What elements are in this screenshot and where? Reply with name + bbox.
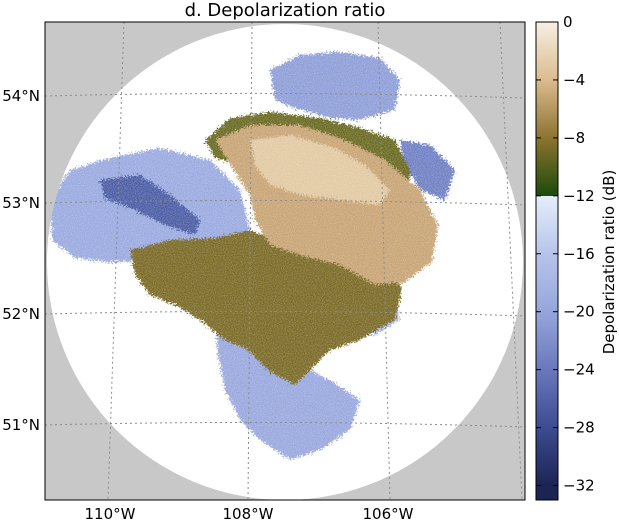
lon-label-110: 110°W <box>85 505 136 523</box>
colorbar-tick-label: −20 <box>563 303 595 321</box>
colorbar-tick-label: −12 <box>563 187 595 205</box>
echo-speckle-texture <box>47 24 523 500</box>
colorbar-title: Depolarization ratio (dB) <box>600 170 618 355</box>
colorbar: 0 −4 −8 −12 −16 −20 −24 −28 −32 Depolarization r… <box>535 13 618 501</box>
colorbar-ticks: 0 −4 −8 −12 −16 −20 −24 −28 −32 <box>536 13 595 495</box>
colorbar-tick-label: −16 <box>563 245 595 263</box>
graticule <box>45 22 525 500</box>
map-panel <box>45 22 525 500</box>
lon-label-108: 108°W <box>223 505 274 523</box>
colorbar-tick-label: 0 <box>563 13 573 31</box>
lon-label-106: 106°W <box>363 505 414 523</box>
lat-axis-labels: 54°N 53°N 52°N 51°N <box>2 87 40 434</box>
colorbar-tick-label: −28 <box>563 419 595 437</box>
colorbar-tick-label: −8 <box>563 129 585 147</box>
radar-echoes <box>47 24 523 500</box>
lat-label-54: 54°N <box>2 87 40 105</box>
colorbar-tick-label: −24 <box>563 361 595 379</box>
map-title: d. Depolarization ratio <box>184 0 386 21</box>
graticule-lat-54 <box>45 92 525 99</box>
colorbar-tick-label: −4 <box>563 71 585 89</box>
colorbar-bar <box>535 21 559 501</box>
lon-axis-labels: 110°W 108°W 106°W <box>85 505 414 523</box>
lat-label-53: 53°N <box>2 194 40 212</box>
graticule-lat-53 <box>45 199 525 206</box>
map-frame <box>44 21 526 501</box>
colorbar-tick-label: −32 <box>563 477 595 495</box>
graticule-lat-52 <box>45 310 525 317</box>
lat-label-51: 51°N <box>2 416 40 434</box>
lat-label-52: 52°N <box>2 305 40 323</box>
